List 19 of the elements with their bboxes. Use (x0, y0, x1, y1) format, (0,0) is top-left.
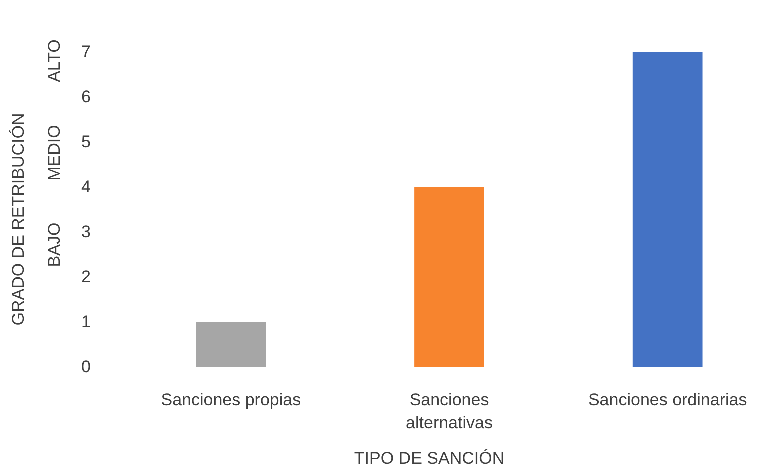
y-tick-label: 4 (82, 177, 91, 196)
x-tick-label: Sanciones ordinarias (588, 390, 748, 410)
y-tick-label: 2 (82, 267, 91, 286)
y-tick-label: 5 (82, 132, 91, 152)
y-tick-label: 3 (82, 222, 91, 242)
text: MEDIO (44, 125, 64, 181)
bar (414, 187, 484, 367)
x-tick-label: Sanciones alternativas (406, 390, 493, 433)
y-axis-title: GRADO DE RETRIBUCIÓN (9, 113, 28, 326)
x-axis-title: TIPO DE SANCIÓN (354, 449, 505, 468)
text: BAJO (44, 222, 64, 268)
text: ALTO (44, 40, 64, 82)
y-tick-label: 6 (82, 87, 91, 106)
bar (196, 322, 266, 367)
bar (632, 52, 703, 367)
y-tick-label: 1 (82, 312, 91, 332)
x-tick-label: Sanciones propias (161, 390, 302, 410)
y-tick-label: 7 (82, 42, 91, 62)
y-tick-label: 0 (82, 357, 91, 376)
